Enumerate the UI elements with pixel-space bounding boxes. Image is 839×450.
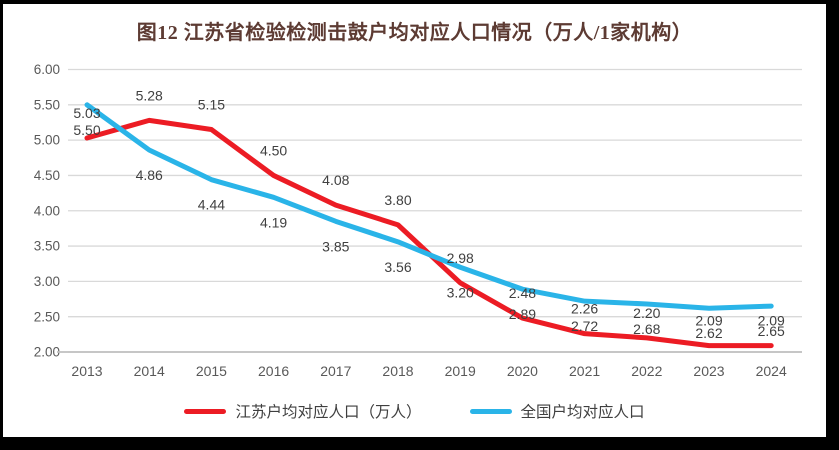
series-line-jiangsu: [84, 117, 774, 349]
y-axis-tick-label: 3.50: [34, 239, 60, 254]
data-label-quanguo-2015: 4.44: [198, 197, 225, 213]
legend-label-quanguo: 全国户均对应人口: [520, 404, 645, 421]
legend-label-jiangsu: 江苏户均对应人口（万人）: [235, 404, 422, 421]
data-label-jiangsu-2016: 4.50: [260, 142, 287, 158]
x-axis-tick-label: 2013: [71, 363, 102, 379]
data-label-jiangsu-2021: 2.26: [571, 301, 598, 317]
data-label-quanguo-2022: 2.68: [633, 321, 660, 337]
data-label-jiangsu-2022: 2.20: [633, 305, 660, 321]
legend-item-jiangsu: 江苏户均对应人口（万人）: [184, 400, 422, 422]
y-axis-tick-label: 4.00: [34, 203, 60, 218]
legend-line-swatch-red: [184, 408, 227, 414]
data-label-jiangsu-2023: 2.09: [695, 313, 722, 329]
data-label-jiangsu-2024: 2.09: [758, 313, 785, 329]
data-label-quanguo-2019: 3.20: [447, 284, 474, 300]
x-axis-tick-label: 2014: [134, 363, 165, 379]
y-axis-tick-label: 5.50: [34, 97, 60, 112]
x-axis-tick-label: 2020: [507, 363, 538, 379]
data-label-quanguo-2020: 2.89: [509, 306, 536, 322]
x-axis-tick-label: 2015: [196, 363, 227, 379]
x-axis-tick-label: 2023: [693, 363, 724, 379]
y-axis-tick-label: 2.00: [34, 345, 60, 360]
x-axis-tick-label: 2016: [258, 363, 289, 379]
data-label-quanguo-2018: 3.56: [384, 259, 411, 275]
y-axis-tick-label: 5.00: [34, 133, 60, 148]
x-axis-tick-label: 2022: [631, 363, 662, 379]
data-label-jiangsu-2019: 2.98: [447, 250, 474, 266]
data-label-jiangsu-2015: 5.15: [198, 97, 225, 113]
data-label-quanguo-2014: 4.86: [136, 167, 163, 183]
chart-legend: 江苏户均对应人口（万人） 全国户均对应人口: [3, 400, 826, 422]
data-label-quanguo-2017: 3.85: [322, 238, 349, 254]
data-label-quanguo-2021: 2.72: [571, 318, 598, 334]
legend-line-swatch-blue: [469, 408, 512, 414]
data-label-jiangsu-2018: 3.80: [384, 192, 411, 208]
y-axis-tick-label: 4.50: [34, 168, 60, 183]
y-axis-tick-label: 2.50: [34, 309, 60, 324]
chart-background: 图12 江苏省检验检测击鼓户均对应人口情况（万人/1家机构） 6.00 5.50 5…: [3, 4, 826, 437]
y-axis-tick-label: 3.00: [34, 274, 60, 289]
data-label-jiangsu-2017: 4.08: [322, 172, 349, 188]
data-label-jiangsu-2014: 5.28: [136, 87, 163, 103]
x-axis-tick-label: 2018: [382, 363, 413, 379]
x-axis-tick-label: 2024: [756, 363, 787, 379]
data-label-jiangsu-2020: 2.48: [509, 285, 536, 301]
x-axis-tick-label: 2019: [445, 363, 476, 379]
data-label-quanguo-2024: 2.65: [758, 323, 785, 339]
legend-item-quanguo: 全国户均对应人口: [469, 400, 645, 422]
chart-title: 图12 江苏省检验检测击鼓户均对应人口情况（万人/1家机构）: [136, 22, 693, 44]
x-axis-tick-label: 2021: [569, 363, 600, 379]
data-label-quanguo-2013: 5.50: [73, 122, 100, 138]
line-chart-plot: 6.00 5.50 5.00 4.50 4.00 3.50 3.00 2.50 2.00 2013…: [34, 62, 802, 379]
data-label-jiangsu-2013: 5.03: [73, 105, 100, 121]
x-axis-tick-label: 2017: [320, 363, 351, 379]
y-axis-tick-label: 6.00: [34, 62, 60, 77]
data-label-quanguo-2016: 4.19: [260, 214, 287, 230]
data-label-quanguo-2023: 2.62: [695, 325, 722, 341]
series-line-quanguo: [84, 102, 774, 311]
